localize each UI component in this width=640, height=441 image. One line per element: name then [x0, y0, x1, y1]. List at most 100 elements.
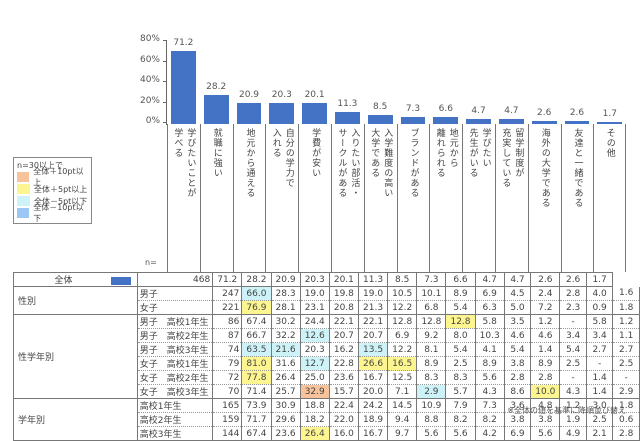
- value-cell: 19.0: [300, 286, 330, 301]
- bar: [597, 122, 623, 124]
- n-cell: 72: [212, 370, 243, 385]
- column-header-text: 地元から: [447, 128, 458, 168]
- value-cell-highlighted: 10.0: [530, 384, 561, 399]
- column-header: 学びたいことが 学べる: [167, 124, 200, 272]
- bar-value-label: 4.7: [471, 106, 486, 117]
- value-cell: 2.8: [530, 370, 561, 385]
- y-tick-label: 60%: [139, 54, 160, 65]
- value-cell: 6.3: [475, 300, 505, 315]
- legend-swatch: [17, 196, 30, 206]
- value-cell: 4.1: [475, 342, 505, 357]
- bar-value-label: 6.6: [438, 104, 453, 115]
- value-cell: 8.6: [504, 384, 532, 399]
- value-cell: 2.4: [530, 286, 561, 301]
- value-cell-highlighted: 21.6: [271, 342, 301, 357]
- value-cell: 5.0: [504, 300, 532, 315]
- y-tick-mark: [163, 60, 167, 62]
- bar-value-label: 11.3: [337, 99, 358, 110]
- column-header: 留学制度が 充実している: [495, 124, 528, 272]
- row-label-cell: 女子 高校1年生: [137, 356, 214, 371]
- n-cell: 468: [137, 272, 214, 287]
- value-cell: 1.2: [559, 398, 587, 413]
- value-cell: 6.8: [416, 300, 447, 315]
- total-label: 全体: [54, 276, 73, 286]
- bar: [335, 112, 360, 124]
- value-cell: 8.3: [416, 370, 447, 385]
- value-cell: 5.4: [445, 342, 476, 357]
- value-cell: 24.2: [358, 398, 389, 413]
- value-cell: 2.5: [445, 356, 476, 371]
- value-cell: 8.9: [416, 356, 447, 371]
- value-cell: 4.5: [504, 286, 532, 301]
- column-header-text: 友達と一緒である: [572, 128, 583, 208]
- value-cell: 2.8: [504, 370, 532, 385]
- value-cell: 10.3: [475, 328, 505, 343]
- legend-label: 全体＋10pt以上: [33, 167, 84, 187]
- value-cell: 3.4: [559, 328, 587, 343]
- table-row: 性学年別 男子 高校1年生 86 67.4 30.2 24.4 22.1 22.1 12.8 12…: [13, 314, 640, 399]
- value-cell-highlighted: 12.6: [300, 328, 330, 343]
- value-cell: 4.6: [530, 328, 561, 343]
- value-cell: 14.5: [387, 398, 418, 413]
- value-cell-highlighted: 12.7: [300, 356, 330, 371]
- y-tick-label: 80%: [139, 34, 160, 44]
- value-cell: 23.6: [271, 426, 301, 441]
- value-cell: 22.1: [358, 314, 389, 329]
- value-cell: 8.9: [530, 356, 561, 371]
- bar-value-label: 28.2: [206, 82, 227, 93]
- value-cell: 20.7: [358, 328, 389, 343]
- bar: [203, 95, 229, 124]
- y-tick-label: 40%: [139, 75, 160, 85]
- table-row: 女子 高校2年生 72 77.8 26.4 25.0 23.6 16.7 12.5 8.3 8.3…: [14, 370, 640, 385]
- column-header-text: 入れる: [270, 128, 281, 158]
- value-cell: 8.9: [475, 356, 505, 371]
- y-tick-label: 20%: [139, 95, 160, 106]
- y-tick-mark: [163, 40, 167, 41]
- column-header-text: 入学難度の高い: [382, 128, 393, 198]
- bar: [367, 115, 393, 124]
- n-cell: 79: [212, 356, 243, 371]
- group-label-cell: 学年別: [13, 398, 138, 441]
- value-cell-highlighted: 26.6: [358, 356, 389, 371]
- value-cell: 7.3: [475, 398, 505, 413]
- legend-item: 全体＋5pt以上: [17, 183, 88, 195]
- column-header: 入りたい部活・ サークルがある: [331, 124, 364, 272]
- value-cell: -: [559, 314, 587, 329]
- value-cell-highlighted: 12.8: [445, 314, 476, 329]
- bar-value-label: 4.7: [504, 106, 519, 117]
- table-row-total: 全体 468 71.2 28.2 20.9 20.3 20.1 11.3 8.5 7.3 6.6 4.…: [13, 272, 640, 287]
- bar-value-label: 20.3: [271, 90, 292, 101]
- table-row: 性別 男子 247 66.0 28.3 19.0 19.8 19.0 10.5 10.1 8.9 6.…: [13, 286, 640, 315]
- value-cell-highlighted: 77.8: [241, 370, 272, 385]
- value-cell: 2.6: [530, 272, 561, 287]
- y-tick-mark: [163, 122, 167, 123]
- value-cell: 66.7: [241, 328, 272, 343]
- value-cell: 22.4: [329, 398, 359, 413]
- value-cell: 12.2: [387, 300, 418, 315]
- value-cell: 25.7: [271, 384, 301, 399]
- value-cell: 5.6: [530, 426, 561, 441]
- legend-items: 全体＋10pt以上 全体＋5pt以上 全体－5pt以下 全体－10pt以下: [17, 167, 88, 223]
- table-row: 男子 高校2年生 87 66.7 32.2 12.6 20.7 20.7 6.9 9.2 8.0 1…: [14, 328, 640, 343]
- value-cell: 16.0: [329, 426, 359, 441]
- bar-value-label: 7.3: [405, 103, 421, 114]
- value-cell: 1.7: [586, 272, 614, 287]
- value-cell: 2.5: [559, 356, 587, 371]
- value-cell: 8.1: [416, 342, 447, 357]
- bar: [433, 117, 459, 124]
- value-cell: 15.7: [329, 384, 359, 399]
- value-cell: 20.1: [329, 272, 359, 287]
- value-cell: 10.9: [416, 398, 447, 413]
- value-cell: 8.8: [416, 412, 447, 427]
- value-cell: 28.1: [271, 300, 301, 315]
- value-cell: 6.6: [445, 272, 476, 287]
- row-label-cell: 男子 高校1年生: [137, 314, 214, 329]
- value-cell: 2.1: [586, 426, 614, 441]
- footnote: ※全体の値を基準に降順並び替え: [507, 406, 626, 415]
- value-cell: 1.2: [530, 314, 561, 329]
- n-cell: 165: [212, 398, 243, 413]
- legend-swatch: [17, 208, 30, 218]
- row-label-cell: 男子: [137, 286, 214, 301]
- bar: [531, 121, 557, 124]
- bar-value-label: 2.6: [569, 108, 585, 119]
